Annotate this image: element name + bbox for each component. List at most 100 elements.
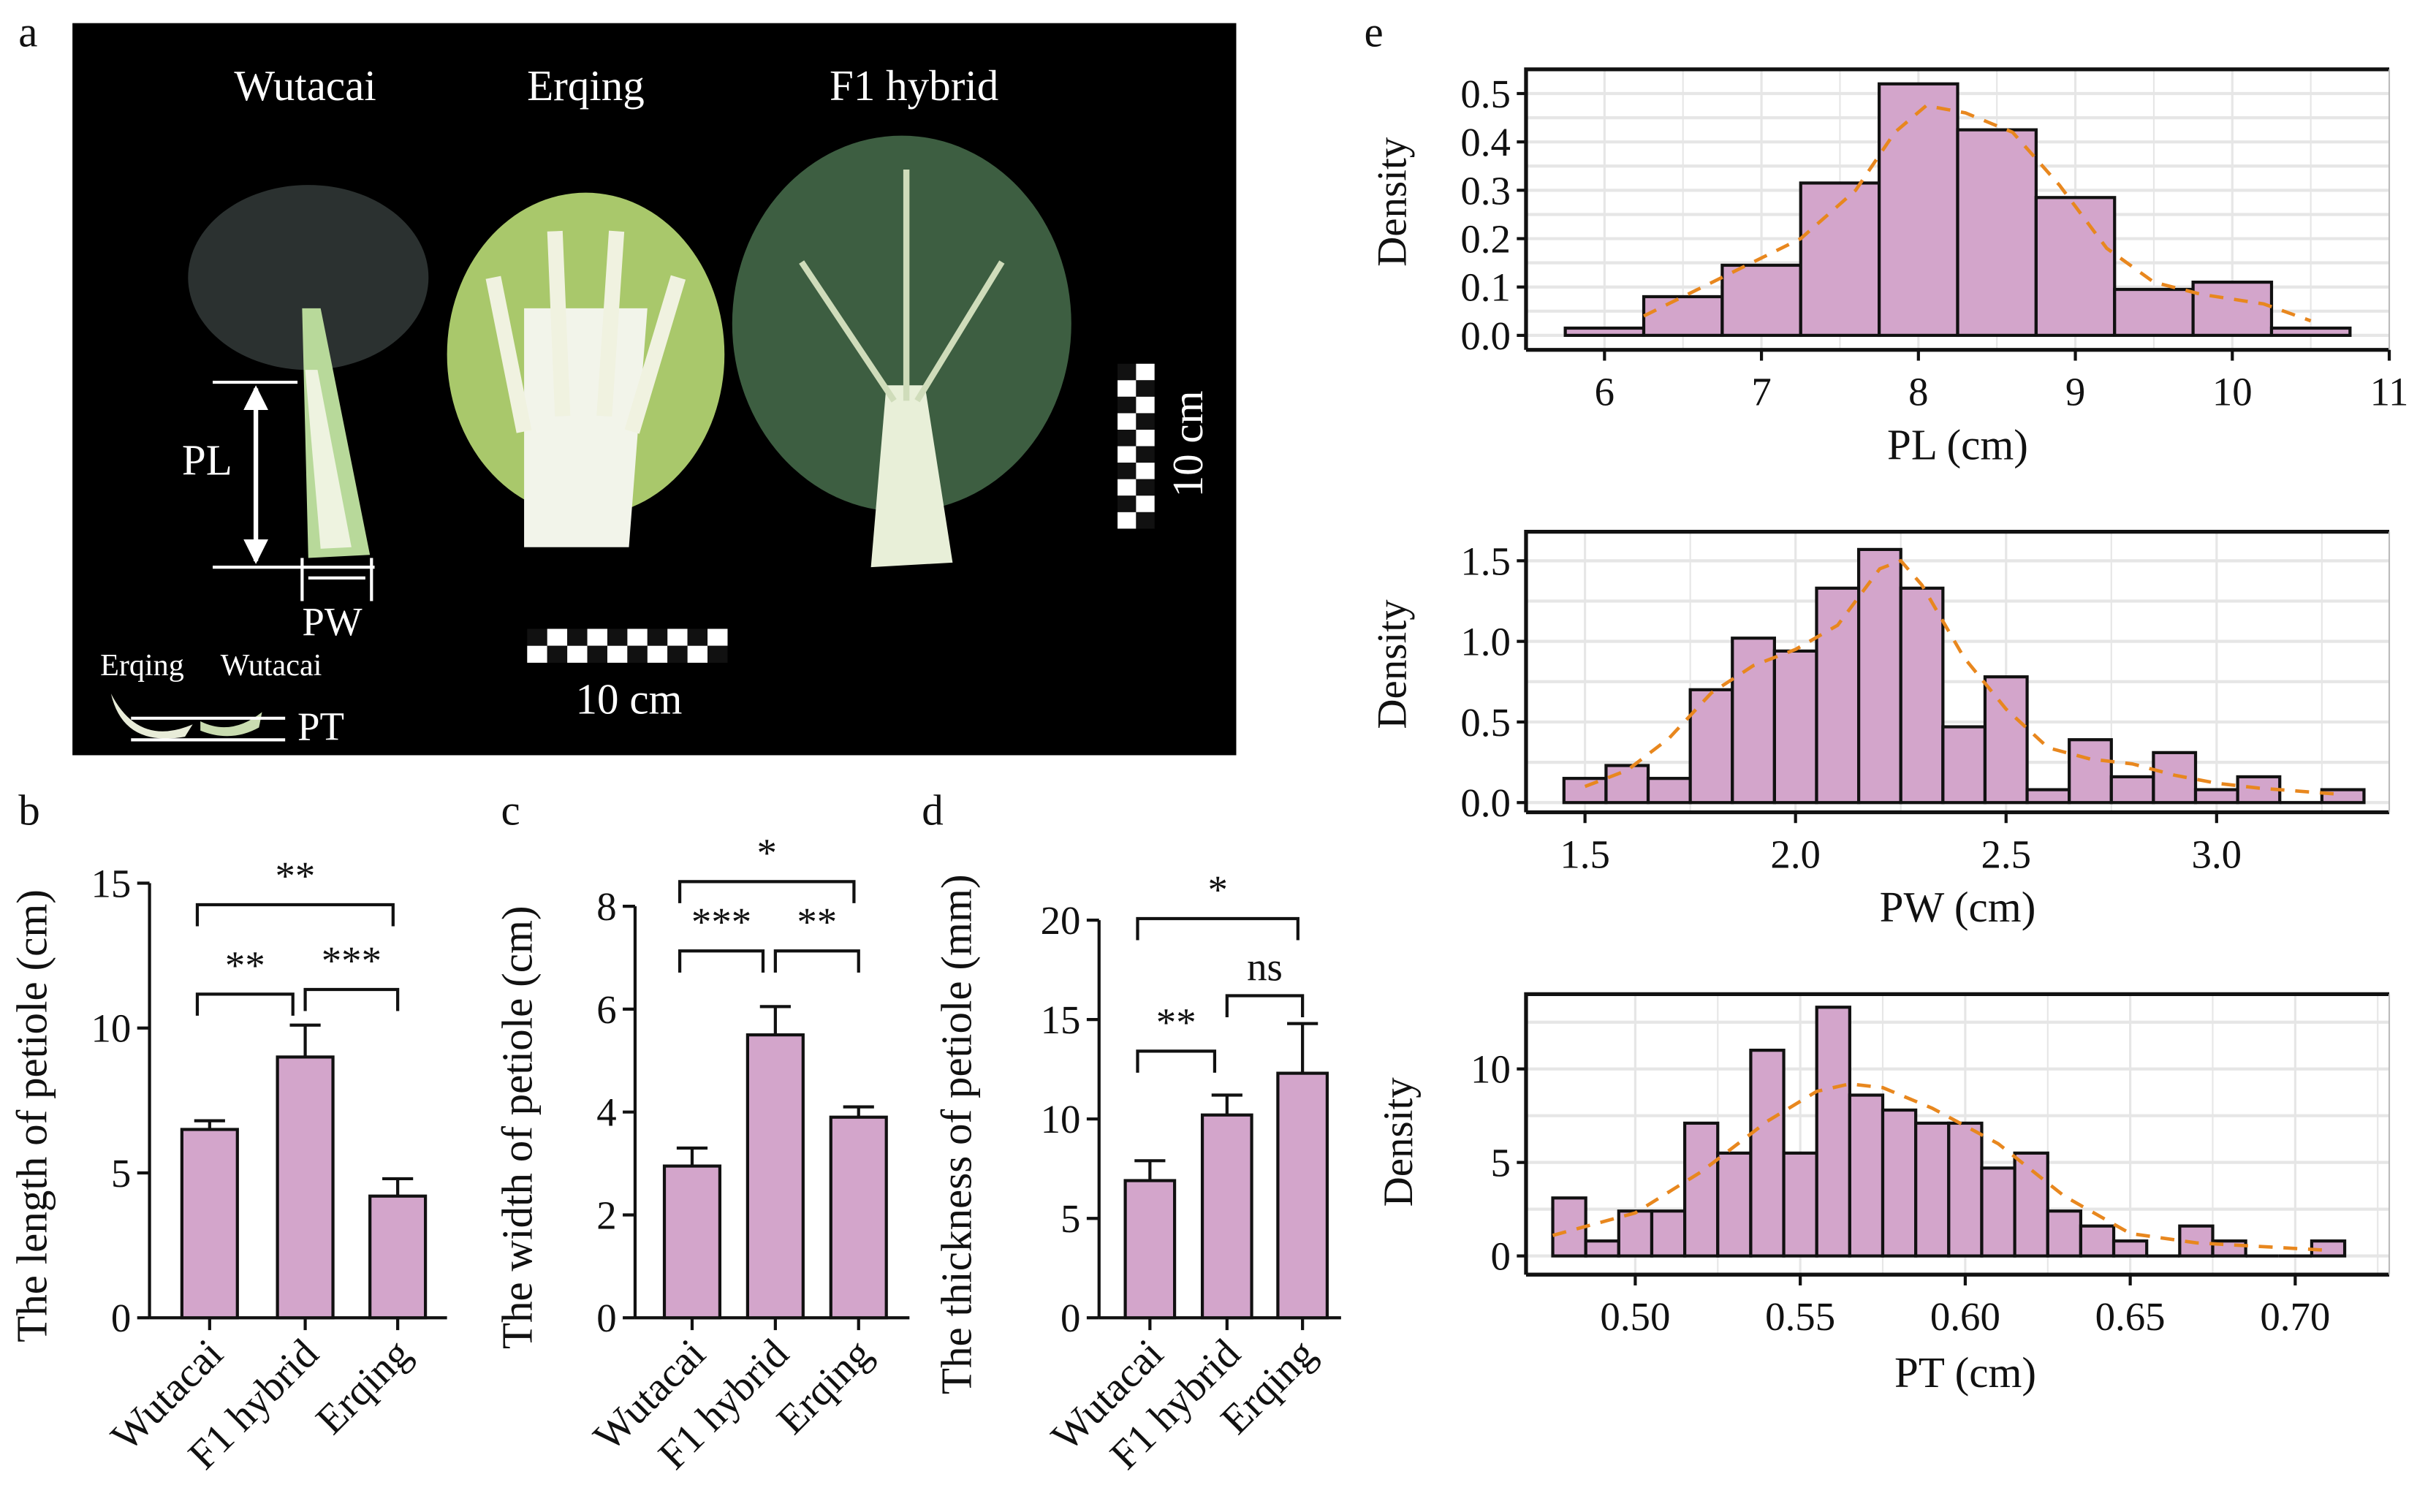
y-tick-label: 0 (596, 1296, 616, 1340)
histogram-2: 0.0 0.5 1.0 1.5 1.5 2.0 2.5 3.0 PW (cm) Density (1369, 529, 2391, 931)
bar (745, 1033, 805, 1320)
scale-square (1118, 430, 1137, 447)
scale-square (1136, 380, 1155, 397)
x-tick-label: 2.0 (1770, 832, 1821, 876)
bar (662, 1164, 722, 1320)
histogram-bar (1878, 82, 1959, 338)
histogram-bar (1983, 675, 2029, 805)
significance-bracket (773, 949, 860, 973)
histogram-bar (1562, 777, 1608, 805)
y-tick-label: 15 (1041, 998, 1081, 1042)
panel-letter-d: d (922, 786, 944, 834)
label-erqing: Erqing (527, 61, 645, 110)
y-tick-label: 0 (111, 1296, 131, 1340)
y-axis-label: Density (1376, 1077, 1422, 1207)
scale-square (527, 645, 547, 663)
significance-bracket (678, 949, 765, 973)
scale-square (687, 628, 708, 646)
histogram-bar (1914, 1121, 1951, 1258)
histogram-bar (1815, 586, 1861, 805)
y-tick-label: 6 (596, 987, 616, 1032)
scale-square (1136, 413, 1155, 430)
scale-square (527, 628, 547, 646)
pt-label: PT (297, 704, 344, 748)
x-tick-label: 0.50 (1600, 1294, 1670, 1339)
scale-bar-horizontal-label: 10 cm (576, 675, 683, 723)
significance-bracket (1225, 994, 1305, 1017)
significance-label: ** (797, 900, 837, 944)
histogram-bar (2269, 326, 2352, 338)
scale-bar-vertical (1118, 363, 1155, 529)
scale-square (1118, 446, 1137, 463)
histogram-bar (1815, 1006, 1851, 1258)
leaf-erqing (447, 192, 725, 547)
x-tick-label: 6 (1595, 370, 1615, 414)
x-tick-label: 0.70 (2260, 1294, 2330, 1339)
significance-label: ** (1156, 1000, 1196, 1044)
histogram-bar (1650, 1209, 1687, 1258)
histogram-bar (1584, 1239, 1620, 1258)
significance-label: *** (691, 900, 751, 944)
inset-label-wutacai: Wutacai (221, 648, 322, 683)
significance-bracket (303, 987, 400, 1011)
histogram-bar (1604, 764, 1650, 805)
scale-square (567, 645, 588, 663)
panel-letter-c: c (501, 786, 520, 834)
histogram-bar (2046, 1209, 2083, 1258)
y-tick-label: 10 (1471, 1047, 1511, 1092)
leaf-wutacai (188, 185, 429, 558)
scale-square (1118, 413, 1137, 430)
histogram-bar (1782, 1151, 1818, 1258)
y-tick-label: 0.1 (1460, 265, 1511, 310)
scale-square (1136, 430, 1155, 447)
density-curve (1584, 558, 2343, 797)
significance-bracket (195, 992, 295, 1016)
scale-square (1136, 512, 1155, 529)
x-tick-label: 0.55 (1765, 1294, 1835, 1339)
y-tick-label: 0.4 (1460, 120, 1511, 164)
histogram-bar (2178, 1224, 2215, 1258)
y-tick-label: 1.5 (1460, 539, 1511, 583)
histogram-bar (1720, 263, 1802, 338)
histogram-bar (1617, 1209, 1654, 1258)
significance-label: ** (275, 854, 315, 898)
bar (368, 1194, 428, 1320)
histogram-bar (1563, 326, 1646, 338)
histogram-bar (1716, 1151, 1753, 1258)
y-tick-label: 2 (596, 1193, 616, 1237)
panel-letter-a: a (18, 7, 37, 56)
y-tick-label: 0.5 (1460, 700, 1511, 745)
bar (1276, 1071, 1329, 1320)
scale-square (1136, 495, 1155, 512)
y-tick-label: 8 (596, 884, 616, 929)
significance-bracket (1136, 916, 1299, 941)
histogram-bar (1980, 1166, 2016, 1258)
histogram-1: e 0.00.10.20.30.40.5 6 7 8 9 10 11 PL (cm) Densit… (1365, 7, 2409, 468)
scale-square (1118, 495, 1137, 512)
y-axis-label: Density (1369, 599, 1415, 729)
x-tick-label: 7 (1751, 370, 1771, 414)
scale-square (567, 628, 588, 646)
significance-bracket (678, 880, 856, 903)
histogram-3: 0 5 10 0.50 0.55 0.60 0.65 0.70 PT (cm) Density (1376, 992, 2391, 1397)
leaf-f1-hybrid (732, 135, 1071, 568)
scale-square (607, 628, 628, 646)
bar (180, 1128, 239, 1320)
x-tick-label: 0.65 (2095, 1294, 2166, 1339)
scale-square (1118, 396, 1137, 414)
inset-cross-section: Erqing Wutacai PT (100, 648, 344, 749)
pl-label: PL (182, 436, 232, 485)
scale-square (1118, 363, 1137, 381)
x-axis-label: PT (cm) (1894, 1348, 2036, 1397)
histogram-bar (1646, 777, 1692, 805)
histogram-bar (1899, 586, 1945, 805)
x-tick-label: 0.60 (1930, 1294, 2000, 1339)
y-axis-label: The width of petiole (cm) (493, 905, 542, 1349)
scale-square (1136, 363, 1155, 381)
scale-square (607, 645, 628, 663)
panel-letter-e: e (1365, 7, 1384, 56)
y-axis-label: Density (1369, 137, 1415, 267)
